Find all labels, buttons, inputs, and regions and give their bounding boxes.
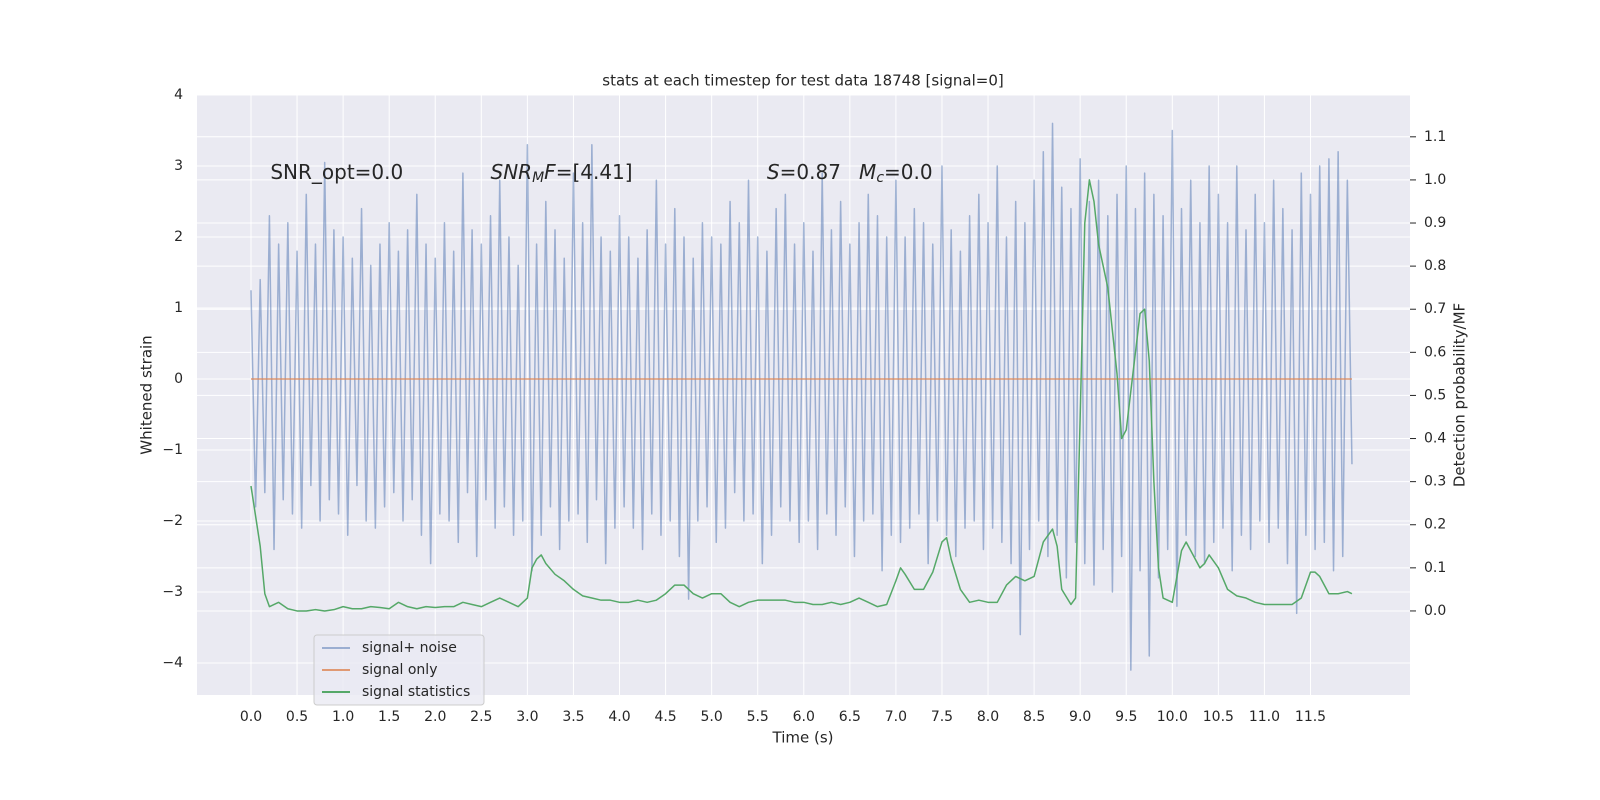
x-axis-label: Time (s) bbox=[772, 729, 834, 747]
x-tick-label: 6.0 bbox=[793, 709, 815, 725]
x-tick-label: 4.0 bbox=[608, 709, 630, 725]
y2-tick-label: 0.0 bbox=[1424, 603, 1446, 619]
x-tick-label: 2.0 bbox=[424, 709, 446, 725]
y-tick-label: −1 bbox=[162, 442, 183, 458]
x-tick-label: 5.0 bbox=[701, 709, 723, 725]
y-tick-label: −3 bbox=[162, 584, 183, 600]
y2-tick-label: 0.5 bbox=[1424, 387, 1446, 403]
annotation-part: c bbox=[876, 170, 884, 186]
x-tick-label: 8.5 bbox=[1023, 709, 1045, 725]
x-tick-label: 1.5 bbox=[378, 709, 400, 725]
y2-tick-label: 0.9 bbox=[1424, 215, 1446, 231]
x-tick-label: 5.5 bbox=[747, 709, 769, 725]
y-tick-label: 2 bbox=[174, 229, 183, 245]
annotation-part: SNR bbox=[491, 160, 533, 184]
legend-label: signal only bbox=[362, 662, 437, 678]
x-tick-label: 0.5 bbox=[286, 709, 308, 725]
legend-label: signal+ noise bbox=[362, 640, 457, 656]
x-tick-label: 8.0 bbox=[977, 709, 999, 725]
series-line bbox=[250, 179, 1353, 612]
x-tick-label: 7.5 bbox=[931, 709, 953, 725]
annotation-part: =[4.41] bbox=[556, 160, 633, 184]
y-tick-label: −4 bbox=[162, 655, 183, 671]
annotation: Mc=0.0 bbox=[859, 160, 933, 187]
x-tick-label: 2.5 bbox=[470, 709, 492, 725]
y2-tick-label: 0.2 bbox=[1424, 517, 1446, 533]
y2-tick-label: 0.6 bbox=[1424, 344, 1446, 360]
legend-label: signal statistics bbox=[362, 684, 470, 700]
annotation: SNRMF=[4.41] bbox=[491, 160, 633, 187]
x-tick-label: 3.0 bbox=[516, 709, 538, 725]
annotation-part: F bbox=[544, 160, 556, 184]
annotation-part: SNR_opt=0.0 bbox=[270, 160, 403, 184]
x-tick-label: 9.5 bbox=[1115, 709, 1137, 725]
annotation-part: M bbox=[859, 160, 876, 184]
y-axis-label: Whitened strain bbox=[138, 335, 156, 454]
x-tick-label: 7.0 bbox=[885, 709, 907, 725]
x-tick-label: 6.5 bbox=[839, 709, 861, 725]
annotation-part: =0.87 bbox=[780, 160, 841, 184]
x-tick-label: 9.0 bbox=[1069, 709, 1091, 725]
y2-tick-label: 0.4 bbox=[1424, 431, 1446, 447]
chart-title: stats at each timestep for test data 187… bbox=[602, 72, 1003, 90]
x-tick-label: 4.5 bbox=[654, 709, 676, 725]
x-tick-label: 10.5 bbox=[1203, 709, 1234, 725]
y2-tick-label: 0.7 bbox=[1424, 301, 1446, 317]
y2-tick-label: 1.0 bbox=[1424, 172, 1446, 188]
x-tick-label: 3.5 bbox=[562, 709, 584, 725]
annotation: SNR_opt=0.0 bbox=[270, 160, 403, 184]
y-tick-label: 0 bbox=[174, 371, 183, 387]
x-tick-label: 1.0 bbox=[332, 709, 354, 725]
y-tick-label: 3 bbox=[174, 158, 183, 174]
annotation-part: =0.0 bbox=[884, 160, 933, 184]
annotation-part: S bbox=[767, 160, 780, 184]
y2-tick-label: 0.8 bbox=[1424, 258, 1446, 274]
annotation: S=0.87 bbox=[767, 160, 841, 184]
y2-tick-label: 0.1 bbox=[1424, 560, 1446, 576]
series-line bbox=[250, 122, 1353, 671]
legend-box bbox=[313, 634, 485, 706]
annotation-part: M bbox=[532, 170, 544, 186]
x-tick-label: 11.5 bbox=[1295, 709, 1326, 725]
x-tick-label: 10.0 bbox=[1157, 709, 1188, 725]
y2-axis-label: Detection probability/MF bbox=[1451, 303, 1469, 487]
y-tick-label: 4 bbox=[174, 87, 183, 103]
y2-tick-label: 0.3 bbox=[1424, 474, 1446, 490]
y-tick-label: −2 bbox=[162, 513, 183, 529]
y-tick-label: 1 bbox=[174, 300, 183, 316]
y2-tick-label: 1.1 bbox=[1424, 129, 1446, 145]
x-tick-label: 0.0 bbox=[240, 709, 262, 725]
x-tick-label: 11.0 bbox=[1249, 709, 1280, 725]
